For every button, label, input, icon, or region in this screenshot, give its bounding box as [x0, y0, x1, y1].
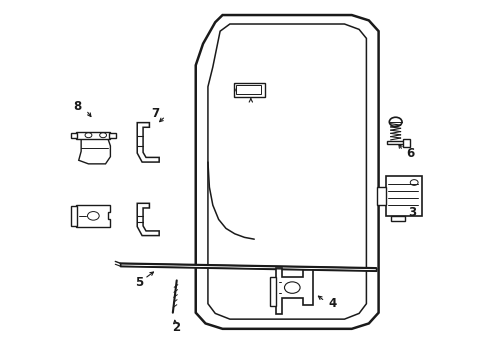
Polygon shape	[109, 133, 116, 138]
Text: 7: 7	[151, 107, 160, 120]
Polygon shape	[276, 268, 312, 315]
Text: 2: 2	[172, 321, 180, 334]
Polygon shape	[376, 187, 385, 205]
Polygon shape	[71, 133, 77, 138]
Text: 8: 8	[74, 100, 81, 113]
Polygon shape	[76, 132, 110, 139]
Polygon shape	[79, 139, 110, 164]
Polygon shape	[233, 83, 265, 97]
Polygon shape	[270, 277, 276, 306]
Text: 5: 5	[135, 276, 143, 289]
Polygon shape	[386, 141, 403, 144]
Polygon shape	[385, 176, 422, 216]
Polygon shape	[71, 206, 77, 226]
Polygon shape	[402, 139, 409, 147]
Polygon shape	[236, 85, 260, 94]
Polygon shape	[390, 216, 405, 221]
Text: 3: 3	[408, 206, 416, 219]
Text: 6: 6	[406, 147, 413, 159]
Polygon shape	[137, 123, 159, 162]
Text: 4: 4	[327, 297, 336, 310]
Polygon shape	[207, 24, 366, 319]
Polygon shape	[76, 205, 110, 226]
Polygon shape	[195, 15, 378, 329]
Polygon shape	[137, 203, 159, 235]
